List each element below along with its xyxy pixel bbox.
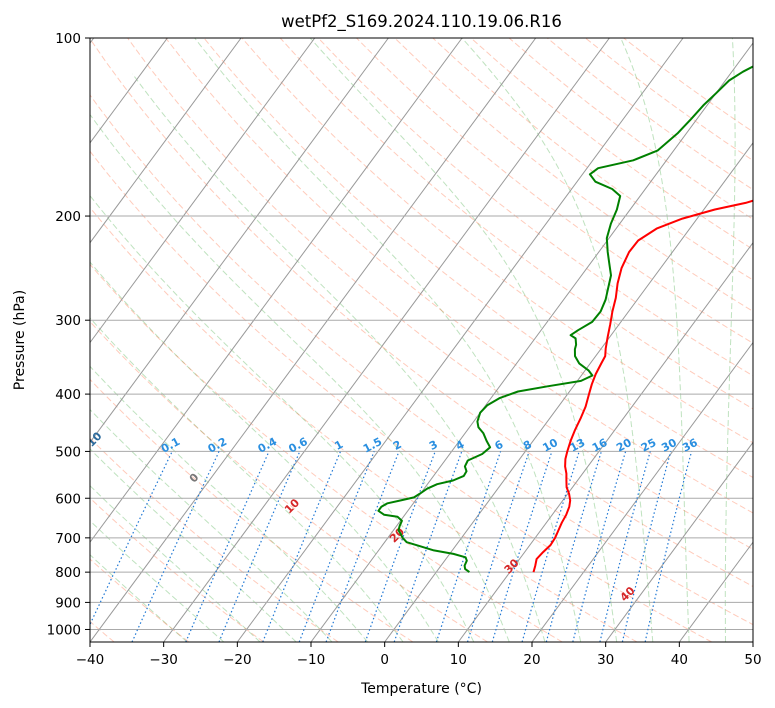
- sounding-series: [377, 65, 753, 573]
- moist-adiabat: [90, 448, 297, 642]
- moist-adiabat: [90, 365, 368, 642]
- x-tick-label: 30: [597, 652, 614, 668]
- isotherm: [90, 38, 316, 344]
- x-tick-label: 40: [671, 652, 688, 668]
- isobars: [90, 38, 753, 630]
- moist-adiabat: [90, 520, 225, 642]
- mixing-ratio-label: 10: [540, 436, 560, 455]
- isotherm: [90, 38, 242, 244]
- isotherms: [90, 38, 753, 642]
- dry-adiabat: [90, 150, 712, 642]
- mixing-ratio-line: [218, 451, 301, 642]
- y-tick-label: 900: [55, 595, 81, 611]
- mixing-ratio-line: [491, 451, 553, 642]
- isotherm: [90, 38, 463, 544]
- mixing-ratio-line: [521, 451, 580, 642]
- moist-adiabat: [461, 38, 654, 642]
- mixing-ratio-line: [545, 451, 602, 642]
- moist-adiabat: [309, 38, 618, 642]
- isotherm: [90, 38, 389, 444]
- plot-area: 0.10.20.40.611.52346810131620253036-100-…: [0, 38, 775, 642]
- mixing-ratio-line: [599, 451, 651, 642]
- dry-adiabat-label: -20: [0, 404, 22, 427]
- mixing-ratio-line: [298, 451, 375, 642]
- plot-frame: [89, 37, 754, 643]
- y-tick-label: 400: [55, 387, 81, 403]
- dry-adiabat: [90, 558, 190, 642]
- isotherm: [457, 241, 753, 642]
- dry-adiabat: [356, 38, 753, 344]
- isotherm: [90, 38, 537, 642]
- dry-adiabat: [90, 378, 414, 642]
- dry-adiabat: [90, 94, 753, 626]
- x-tick-label: −20: [223, 652, 252, 668]
- isotherm: [236, 38, 684, 642]
- x-tick-label: 20: [523, 652, 540, 668]
- moist-adiabat: [90, 317, 404, 642]
- moist-adiabat: [90, 485, 261, 642]
- x-tick-label: 10: [450, 652, 467, 668]
- mixing-ratio-line: [325, 451, 400, 642]
- moist-adiabat: [762, 38, 775, 642]
- mixing-ratio-label: 16: [590, 436, 610, 455]
- dry-adiabat: [279, 38, 753, 410]
- isotherm: [90, 38, 168, 144]
- mixing-ratio-line: [621, 451, 672, 642]
- x-tick-label: −30: [149, 652, 178, 668]
- mixing-ratio-line: [572, 451, 627, 642]
- mixing-ratio-line: [393, 451, 463, 642]
- dry-adiabat: [90, 320, 488, 642]
- x-tick-label: −40: [76, 652, 105, 668]
- plot-border: [89, 37, 754, 643]
- dry-adiabat: [165, 38, 753, 514]
- y-tick-label: 100: [55, 31, 81, 47]
- x-tick-label: 0: [380, 652, 389, 668]
- mixing-ratio-lines: [90, 451, 693, 642]
- x-tick-label: −10: [297, 652, 326, 668]
- x-axis-title: Temperature (°C): [360, 681, 482, 697]
- isotherm: [310, 42, 753, 642]
- isotherm: [752, 641, 753, 642]
- x-tick-label: 50: [744, 652, 761, 668]
- moist-adiabat: [620, 38, 690, 642]
- y-axis-title: Pressure (hPa): [12, 290, 28, 390]
- dry-adiabat: [317, 38, 753, 377]
- y-tick-label: 600: [55, 491, 81, 507]
- dry-adiabat: [241, 38, 753, 444]
- mixing-ratio-line: [644, 451, 693, 642]
- mixing-ratio-label: 13: [568, 436, 588, 455]
- mixing-ratio-labels: 0.1 0.2 0.4 0.6 1 1.5 2 3 4 6 8 10 13 16 20 25 30 36: [159, 435, 700, 456]
- chart-title: wetPf2_S169.2024.110.19.06.R16: [281, 12, 562, 32]
- moist-adiabat: [90, 114, 510, 642]
- moist-adiabat: [90, 261, 439, 642]
- dry-adiabat: [90, 206, 638, 642]
- moist-adiabat: [132, 73, 546, 642]
- mixing-ratio-label: 20: [614, 436, 634, 455]
- y-tick-label: 500: [55, 444, 81, 460]
- dewpoint-profile: [377, 65, 753, 573]
- mixing-ratio-line: [466, 451, 530, 642]
- mixing-ratio-label: 30: [659, 436, 679, 455]
- y-tick-label: 800: [55, 565, 81, 581]
- y-tick-label: 700: [55, 531, 81, 547]
- mixing-ratio-line: [435, 451, 502, 642]
- moist-adiabat: [90, 408, 333, 642]
- dry-adiabat: [90, 38, 753, 588]
- y-tick-label: 200: [55, 209, 81, 225]
- mixing-ratio-line: [185, 451, 270, 642]
- y-tick-label: 1000: [47, 622, 81, 638]
- y-tick-label: 300: [55, 313, 81, 329]
- isotherm: [163, 38, 610, 642]
- temperature-profile: [532, 199, 753, 573]
- plot-background: [90, 38, 753, 642]
- mixing-ratio-label: 36: [680, 436, 700, 455]
- isotherm: [531, 341, 753, 642]
- moist-adiabat: [194, 38, 582, 642]
- axes: −40 −30 −20 −10 0 10 20 30 40 50 100 200 300 400 500 60…: [47, 31, 762, 668]
- isotherm: [605, 441, 753, 642]
- mixing-ratio-line: [262, 451, 342, 642]
- mixing-ratio-label: 25: [639, 436, 659, 455]
- moist-adiabat: [90, 194, 475, 642]
